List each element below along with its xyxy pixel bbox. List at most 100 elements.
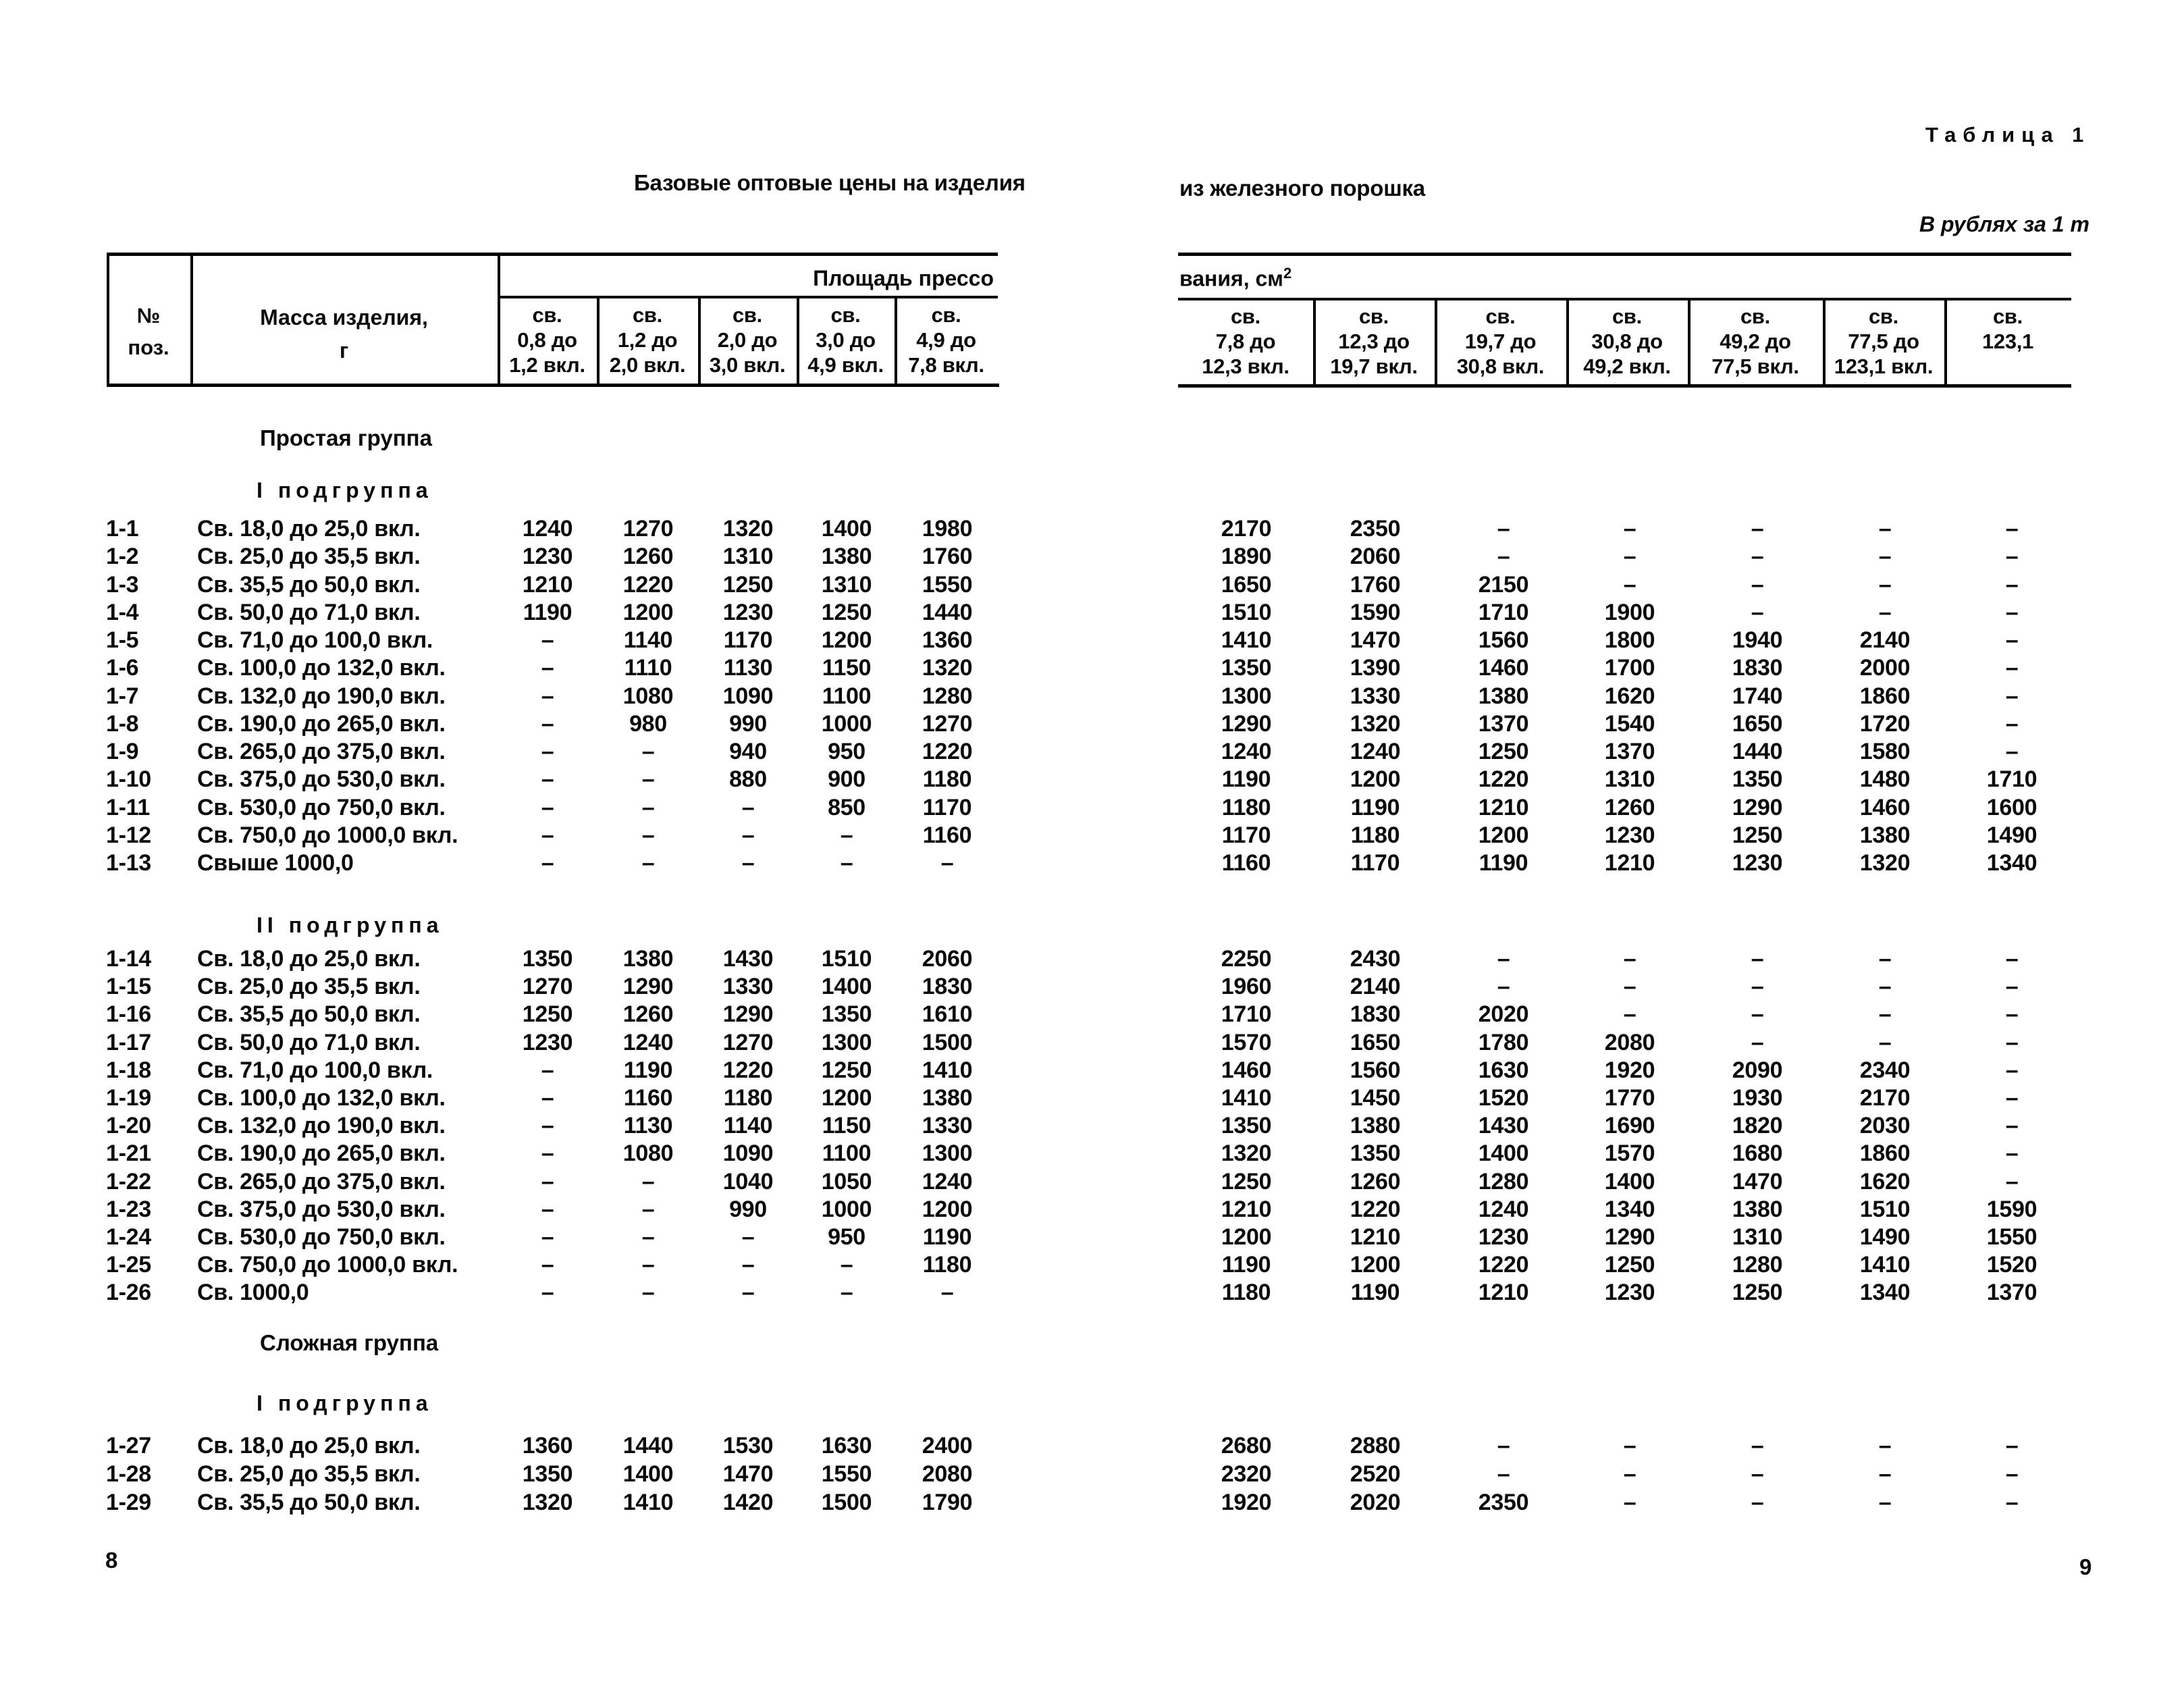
table-rule-vertical <box>1566 298 1569 388</box>
table-row: 1-12 Св. 750,0 до 1000,0 вкл. – – – – 1160 1170… <box>0 822 2184 849</box>
price-cell: – <box>1751 516 1764 542</box>
price-cell: – <box>840 822 853 848</box>
price-cell: 2320 <box>1221 1461 1272 1487</box>
price-cell: 1190 <box>1221 766 1271 792</box>
price-cell: – <box>2005 1433 2019 1459</box>
price-cell: 1390 <box>1350 655 1401 681</box>
price-cell: 1100 <box>822 683 872 709</box>
price-cell: – <box>641 1224 655 1250</box>
row-mass-label: Св. 190,0 до 265,0 вкл. <box>197 1140 446 1166</box>
price-cell: – <box>1751 1490 1764 1515</box>
price-cell: – <box>741 795 755 820</box>
price-cell: – <box>1878 946 1892 972</box>
price-cell: 1470 <box>722 1461 774 1487</box>
group-heading: Сложная группа <box>260 1330 439 1355</box>
price-cell: – <box>940 1280 954 1305</box>
price-cell: 1790 <box>922 1490 973 1515</box>
table-row: 1-21 Св. 190,0 до 265,0 вкл. – 1080 1090 1100… <box>0 1140 2184 1167</box>
price-cell: 1570 <box>1221 1030 1272 1055</box>
row-position-label: 1-4 <box>106 600 139 625</box>
price-cell: 1230 <box>1732 850 1783 876</box>
price-cell: 1460 <box>1221 1057 1272 1083</box>
price-cell: 1370 <box>1478 711 1529 737</box>
price-cell: 1260 <box>622 1001 674 1027</box>
row-position-label: 1-16 <box>106 1001 151 1027</box>
price-cell: 1180 <box>723 1085 773 1111</box>
price-cell: 1400 <box>821 974 872 999</box>
row-mass-label: Св. 100,0 до 132,0 вкл. <box>197 655 446 681</box>
price-cell: 1310 <box>821 572 872 598</box>
row-position-label: 1-8 <box>106 711 139 737</box>
price-cell: – <box>1878 1433 1892 1459</box>
price-cell: – <box>541 766 554 792</box>
row-mass-label: Св. 18,0 до 25,0 вкл. <box>197 946 421 972</box>
row-position-label: 1-25 <box>106 1252 151 1278</box>
price-cell: 1160 <box>623 1085 673 1111</box>
price-cell: 1220 <box>1350 1197 1401 1222</box>
price-cell: 1250 <box>722 572 774 598</box>
price-cell: 1460 <box>1478 655 1529 681</box>
price-cell: 1380 <box>1478 683 1529 709</box>
price-cell: 1250 <box>522 1001 573 1027</box>
row-position-label: 1-3 <box>106 572 139 598</box>
price-cell: – <box>641 766 655 792</box>
price-cell: 1240 <box>522 516 573 542</box>
price-cell: 1530 <box>722 1433 774 1459</box>
price-cell: 1170 <box>723 627 773 653</box>
price-cell: 1930 <box>1732 1085 1783 1111</box>
price-cell: 1940 <box>1732 627 1783 653</box>
col-header-mass: Масса изделия, г <box>260 305 428 363</box>
price-cell: 1480 <box>1859 766 1911 792</box>
price-cell: 1210 <box>1604 850 1655 876</box>
price-cell: 980 <box>629 711 667 737</box>
price-cell: 1000 <box>821 711 872 737</box>
price-cell: – <box>1751 544 1764 569</box>
price-cell: 1250 <box>821 1057 872 1083</box>
price-cell: – <box>940 850 954 876</box>
price-cell: 1090 <box>722 1140 774 1166</box>
span-header-press-area-right: вания, см2 <box>1179 265 1291 292</box>
table-row: 1-15 Св. 25,0 до 35,5 вкл. 1270 1290 1330 140… <box>0 973 2184 1001</box>
span-header-press-area-left: Площадь прессо <box>813 266 994 290</box>
price-cell: 950 <box>828 1224 865 1250</box>
row-mass-label: Св. 375,0 до 530,0 вкл. <box>197 1197 446 1222</box>
col-header-range-right: св. 49,2 до 77,5 вкл. <box>1711 305 1799 378</box>
table-row: 1-8 Св. 190,0 до 265,0 вкл. – 980 990 1000 127… <box>0 710 2184 738</box>
table-row: 1-6 Св. 100,0 до 132,0 вкл. – 1110 1130 1150 1… <box>0 654 2184 682</box>
price-cell: 1140 <box>723 1113 773 1138</box>
price-cell: 1410 <box>622 1490 674 1515</box>
price-cell: 1290 <box>722 1001 774 1027</box>
price-cell: 1220 <box>922 739 973 764</box>
table-row: 1-19 Св. 100,0 до 132,0 вкл. – 1160 1180 1200… <box>0 1084 2184 1112</box>
price-cell: 1240 <box>922 1169 973 1194</box>
price-cell: – <box>1878 974 1892 999</box>
price-cell: 2430 <box>1350 946 1401 972</box>
price-cell: – <box>1751 1001 1764 1027</box>
row-position-label: 1-27 <box>106 1433 151 1459</box>
price-cell: 2400 <box>922 1433 973 1459</box>
price-cell: – <box>741 1224 755 1250</box>
page-number-left: 8 <box>105 1548 118 1573</box>
price-cell: 1210 <box>1221 1197 1272 1222</box>
table-row: 1-14 Св. 18,0 до 25,0 вкл. 1350 1380 1430 151… <box>0 945 2184 973</box>
price-cell: 1190 <box>1350 795 1400 820</box>
price-cell: 1380 <box>821 544 872 569</box>
price-cell: 1370 <box>1986 1280 2037 1305</box>
price-cell: – <box>1497 516 1510 542</box>
row-position-label: 1-19 <box>106 1085 151 1111</box>
row-position-label: 1-6 <box>106 655 139 681</box>
price-cell: 1220 <box>622 572 674 598</box>
price-cell: 1200 <box>622 600 674 625</box>
row-mass-label: Св. 50,0 до 71,0 вкл. <box>197 600 421 625</box>
table-row: 1-28 Св. 25,0 до 35,5 вкл. 1350 1400 1470 155… <box>0 1461 2184 1488</box>
row-mass-label: Св. 132,0 до 190,0 вкл. <box>197 683 446 709</box>
price-cell: – <box>1623 1001 1636 1027</box>
price-cell: 1740 <box>1732 683 1783 709</box>
price-cell: 1490 <box>1859 1224 1911 1250</box>
col-header-range-right: св. 7,8 до 12,3 вкл. <box>1202 305 1289 378</box>
row-mass-label: Св. 750,0 до 1000,0 вкл. <box>197 1252 458 1278</box>
price-cell: 1260 <box>622 544 674 569</box>
price-cell: 1400 <box>821 516 872 542</box>
price-cell: 990 <box>729 1197 767 1222</box>
price-cell: 1490 <box>1986 822 2037 848</box>
